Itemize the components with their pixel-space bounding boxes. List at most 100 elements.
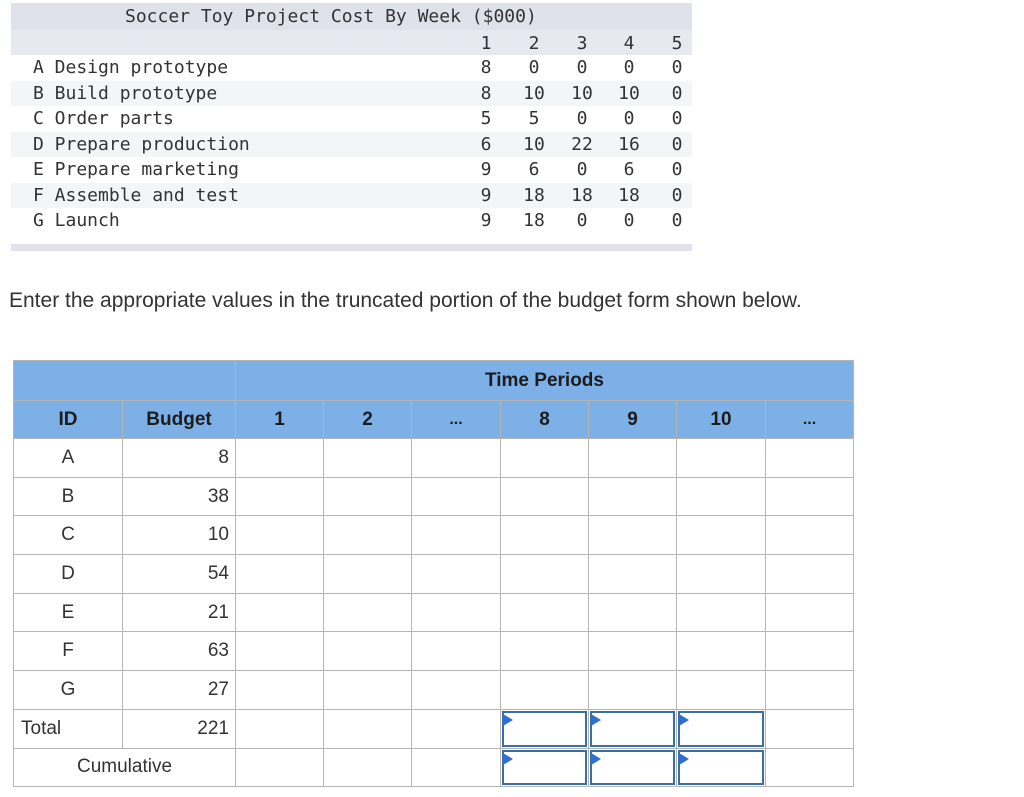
period-header: 10 — [676, 400, 766, 439]
row-budget: 21 — [122, 592, 236, 633]
cost-value: 6 — [528, 159, 540, 180]
period-cell — [500, 592, 589, 633]
cost-value: 9 — [480, 184, 492, 206]
period-cell — [588, 670, 677, 710]
period-cell — [765, 670, 854, 710]
period-cell — [588, 631, 677, 672]
total-budget: 221 — [122, 708, 236, 749]
cost-value: 0 — [623, 210, 635, 231]
period-cell — [676, 438, 766, 478]
cost-value: 8 — [480, 57, 492, 78]
period-header-ellipsis: ... — [411, 400, 501, 439]
period-cell — [588, 554, 677, 594]
row-id: D — [13, 554, 123, 594]
instruction-text: Enter the appropriate values in the trun… — [9, 289, 802, 312]
period-cell — [588, 438, 677, 478]
cost-value: 18 — [523, 184, 545, 206]
week-header: 4 — [623, 33, 635, 54]
period-cell — [323, 747, 412, 788]
period-cell — [676, 476, 766, 517]
cost-row-e: E Prepare marketing 9 6 0 6 0 — [11, 157, 692, 183]
cost-value: 0 — [671, 184, 683, 206]
budget-form-header-row-2: ID Budget 1 2 ... 8 9 10 ... — [13, 400, 854, 439]
period-header: 9 — [588, 400, 677, 439]
period-cell — [323, 708, 412, 749]
cost-row-f: F Assemble and test 9 18 18 18 0 — [11, 182, 692, 208]
cost-value: 0 — [671, 57, 683, 78]
cost-value: 5 — [480, 108, 492, 129]
cost-value: 18 — [523, 210, 545, 231]
period-cell — [235, 592, 324, 633]
period-cell — [676, 554, 766, 594]
cost-value: 5 — [528, 108, 540, 129]
cost-row-g: G Launch 9 18 0 0 0 — [11, 208, 692, 234]
cumulative-period-9-cell — [588, 747, 677, 788]
row-id: G — [13, 670, 123, 710]
cost-value: 0 — [671, 210, 683, 231]
activity-label: E Prepare marketing — [33, 159, 239, 180]
week-header: 1 — [480, 33, 492, 54]
cumulative-period-8-input[interactable] — [502, 749, 587, 786]
period-cell — [411, 476, 501, 517]
budget-row-d: D 54 — [13, 554, 854, 594]
period-cell — [676, 670, 766, 710]
cost-value: 10 — [523, 82, 545, 104]
cost-table-bottom-border — [11, 234, 692, 251]
cumulative-period-10-input[interactable] — [678, 749, 764, 786]
total-period-10-cell — [676, 708, 766, 749]
activity-label: F Assemble and test — [33, 184, 239, 206]
row-budget: 38 — [122, 476, 236, 517]
cumulative-label: Cumulative — [13, 747, 236, 788]
period-cell — [235, 747, 324, 788]
total-period-8-cell — [500, 708, 589, 749]
period-cell — [676, 631, 766, 672]
period-cell — [411, 592, 501, 633]
cost-value: 0 — [528, 57, 540, 78]
header-blank-cell — [13, 360, 236, 401]
cumulative-period-8-cell — [500, 747, 589, 788]
period-cell — [235, 554, 324, 594]
cumulative-period-9-input[interactable] — [590, 749, 675, 786]
budget-row-g: G 27 — [13, 670, 854, 710]
period-cell — [411, 708, 501, 749]
row-budget: 8 — [122, 438, 236, 478]
budget-form-header-row-1: Time Periods — [13, 360, 854, 401]
cost-value: 10 — [571, 82, 593, 104]
row-id: F — [13, 631, 123, 672]
budget-form: Time Periods ID Budget 1 2 ... 8 9 10 ..… — [13, 360, 854, 788]
period-cell — [411, 747, 501, 788]
total-period-9-cell — [588, 708, 677, 749]
period-cell — [500, 515, 589, 556]
cost-value: 18 — [618, 184, 640, 206]
period-cell — [500, 554, 589, 594]
period-cell — [235, 708, 324, 749]
period-cell — [411, 631, 501, 672]
budget-header: Budget — [122, 400, 236, 439]
cost-value: 0 — [671, 108, 683, 129]
cost-value: 0 — [671, 133, 683, 155]
cumulative-period-10-cell — [676, 747, 766, 788]
period-cell — [323, 554, 412, 594]
total-period-9-input[interactable] — [590, 710, 675, 747]
total-period-10-input[interactable] — [678, 710, 764, 747]
period-cell — [323, 476, 412, 517]
cost-value: 16 — [618, 133, 640, 155]
row-id: B — [13, 476, 123, 517]
period-cell — [500, 631, 589, 672]
cost-value: 0 — [576, 210, 588, 231]
cost-value: 9 — [480, 210, 492, 231]
cost-value: 0 — [671, 82, 683, 104]
row-id: C — [13, 515, 123, 556]
cost-value: 0 — [623, 108, 635, 129]
row-id: A — [13, 438, 123, 478]
activity-label: C Order parts — [33, 108, 174, 129]
period-cell — [323, 515, 412, 556]
cost-value: 10 — [618, 82, 640, 104]
activity-label: G Launch — [33, 210, 120, 231]
period-cell — [500, 670, 589, 710]
total-period-8-input[interactable] — [502, 710, 587, 747]
period-header: 1 — [235, 400, 324, 439]
cost-value: 9 — [480, 159, 492, 180]
cost-table-title-bar: Soccer Toy Project Cost By Week ($000) — [11, 3, 692, 30]
cost-value: 6 — [623, 159, 635, 180]
